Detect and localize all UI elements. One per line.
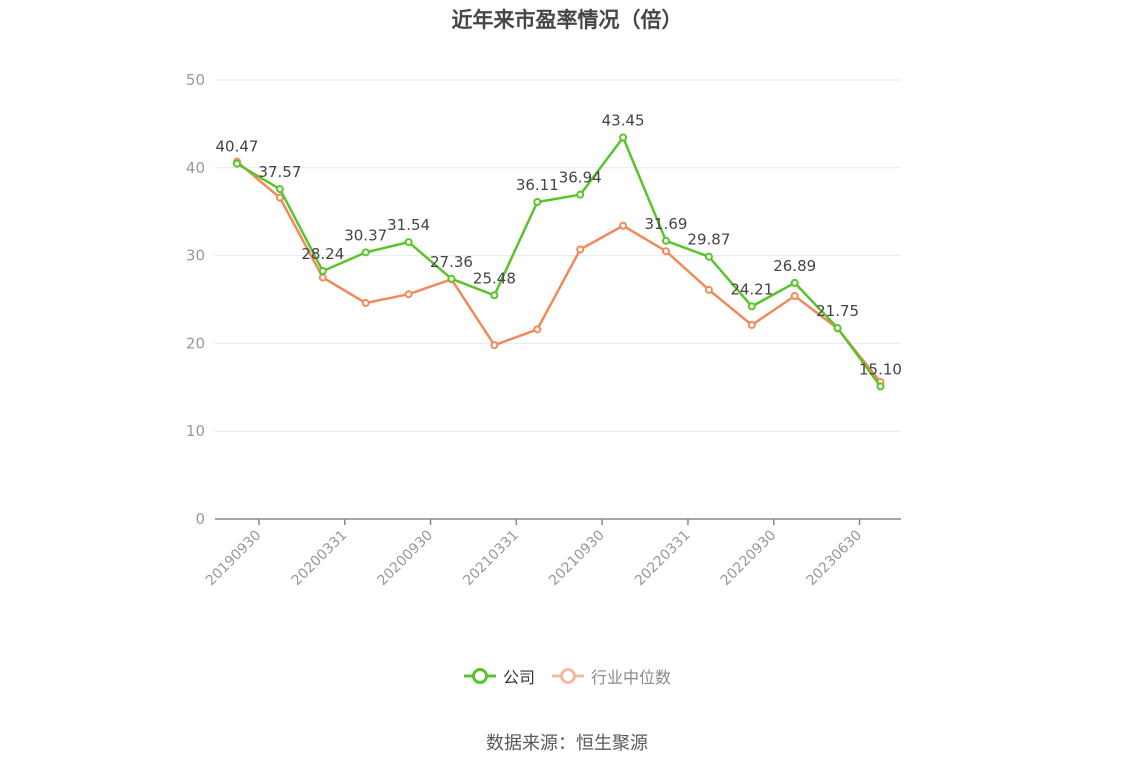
data-label: 43.45 [602,112,645,130]
legend-industry-swatch-icon [552,668,584,684]
series-layer [233,133,885,391]
chart-title: 近年来市盈率情况（倍） [451,8,683,32]
data-point-industry [790,291,799,300]
data-label: 25.48 [473,269,516,287]
data-point-company [233,159,241,168]
x-tick-label: 20220930 [718,527,780,589]
data-point-company [747,302,756,311]
data-label: 40.47 [216,138,259,156]
data-label: 27.36 [430,253,473,271]
legend-item-company[interactable]: 公司 [463,664,535,688]
data-point-industry [533,325,542,334]
data-label: 31.69 [645,215,688,233]
data-label: 30.37 [344,226,387,244]
x-tick-label: 20200930 [374,527,436,589]
legend: 公司 行业中位数 [0,664,1134,688]
series-line-company [236,136,882,388]
axis-layer: 0 10 20 30 40 50 20190930 20200331 20200930 20210… [186,71,901,589]
data-label: 24.21 [730,280,773,298]
data-point-company [876,382,885,391]
data-point-company [361,248,370,257]
data-source-note: 数据来源：恒生聚源 [486,733,648,754]
y-tick-label: 0 [195,510,205,528]
data-label: 21.75 [816,302,859,320]
data-point-industry [361,299,370,308]
data-point-company [533,197,542,206]
y-tick-label: 20 [186,334,205,352]
x-tick-label: 20190930 [203,527,265,589]
data-point-company [662,236,670,245]
data-point-company [704,252,713,261]
x-tick-label: 20230630 [803,527,865,589]
data-point-industry [275,193,284,202]
data-label: 28.24 [301,245,344,263]
data-point-company [790,278,799,287]
data-label: 37.57 [258,163,301,181]
data-label: 36.94 [559,169,602,187]
data-point-industry [404,290,413,299]
data-label: 26.89 [773,257,816,275]
x-tick-label: 20200331 [289,527,351,589]
x-tick-label: 20210331 [460,527,522,589]
y-tick-label: 30 [186,247,205,265]
data-point-company [318,267,327,276]
legend-company-swatch-icon [463,668,496,684]
data-point-industry [704,285,713,294]
data-label: 31.54 [387,216,430,234]
data-point-company [490,291,499,300]
x-tick-label: 20220331 [632,527,694,589]
data-point-industry [619,221,628,230]
data-point-company [447,274,456,283]
data-label: 15.10 [859,360,902,378]
data-point-industry [747,320,756,329]
data-point-industry [490,341,499,350]
data-label: 36.11 [516,176,559,194]
data-point-industry [576,245,585,254]
y-tick-label: 50 [186,71,205,89]
x-tick-label: 20210930 [546,527,608,589]
data-point-company [619,133,628,142]
y-tick-label: 10 [186,422,205,440]
legend-industry-label: 行业中位数 [591,668,672,687]
y-tick-label: 40 [186,159,205,177]
legend-company-label: 公司 [502,668,535,687]
data-point-industry [318,273,327,282]
legend-item-industry[interactable]: 行业中位数 [551,664,671,688]
grid-layer [215,79,901,432]
data-point-company [404,238,413,247]
data-point-company [833,324,842,333]
data-point-industry [662,247,670,256]
data-point-company [576,190,585,199]
data-label: 29.87 [687,231,730,249]
data-point-company [275,185,284,194]
series-line-industry [236,160,882,383]
